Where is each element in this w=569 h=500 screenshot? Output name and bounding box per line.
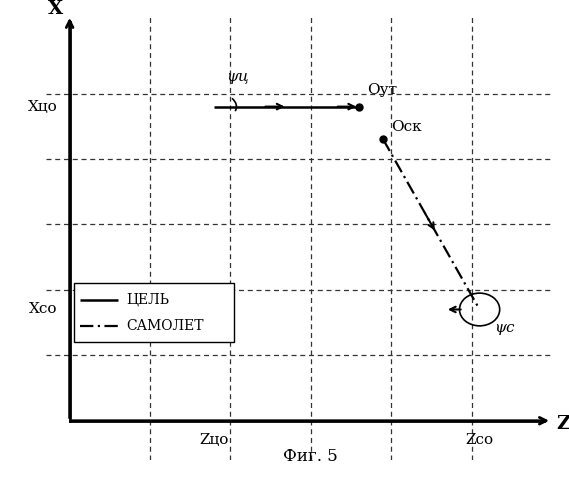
FancyBboxPatch shape — [73, 284, 234, 342]
Text: Z: Z — [556, 415, 569, 433]
Text: Zцо: Zцо — [200, 432, 229, 446]
Text: Xсо: Xсо — [29, 302, 57, 316]
Text: ψц: ψц — [226, 70, 249, 84]
Text: ψс: ψс — [494, 322, 514, 336]
Text: Xцо: Xцо — [28, 100, 57, 114]
Text: Oут: Oут — [367, 83, 397, 97]
Text: ЦЕЛЬ: ЦЕЛЬ — [126, 292, 169, 306]
Text: Oск: Oск — [391, 120, 422, 134]
Text: X: X — [48, 0, 63, 18]
Text: Zсо: Zсо — [465, 432, 494, 446]
Text: Фиг. 5: Фиг. 5 — [283, 448, 338, 465]
Text: САМОЛЕТ: САМОЛЕТ — [126, 319, 203, 333]
